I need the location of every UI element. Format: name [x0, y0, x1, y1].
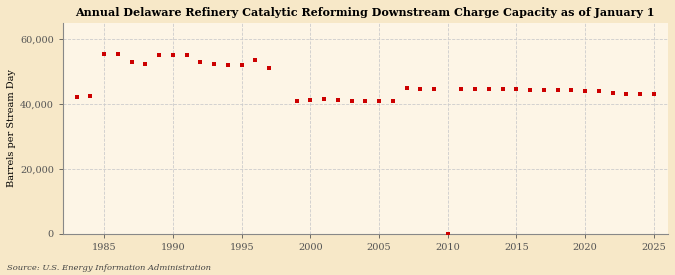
Point	[608, 90, 618, 95]
Point	[387, 98, 398, 103]
Point	[401, 86, 412, 90]
Point	[374, 98, 385, 103]
Point	[85, 94, 96, 98]
Text: Source: U.S. Energy Information Administration: Source: U.S. Energy Information Administ…	[7, 264, 211, 272]
Point	[497, 87, 508, 92]
Point	[470, 87, 481, 92]
Point	[305, 98, 316, 102]
Point	[346, 98, 357, 103]
Point	[511, 87, 522, 92]
Point	[126, 60, 137, 65]
Point	[593, 89, 604, 93]
Point	[236, 63, 247, 67]
Point	[634, 92, 645, 96]
Point	[483, 87, 494, 92]
Title: Annual Delaware Refinery Catalytic Reforming Downstream Charge Capacity as of Ja: Annual Delaware Refinery Catalytic Refor…	[76, 7, 655, 18]
Point	[223, 63, 234, 67]
Point	[182, 53, 192, 57]
Point	[429, 87, 439, 92]
Point	[649, 92, 659, 96]
Point	[72, 95, 82, 100]
Point	[113, 51, 124, 56]
Point	[524, 88, 535, 92]
Point	[195, 60, 206, 65]
Point	[209, 62, 219, 67]
Point	[539, 88, 549, 92]
Point	[415, 87, 426, 92]
Point	[621, 92, 632, 96]
Point	[456, 87, 467, 92]
Point	[291, 98, 302, 103]
Point	[580, 89, 591, 93]
Point	[360, 98, 371, 103]
Point	[319, 97, 329, 101]
Y-axis label: Barrels per Stream Day: Barrels per Stream Day	[7, 69, 16, 187]
Point	[167, 53, 178, 57]
Point	[332, 98, 343, 102]
Point	[250, 58, 261, 62]
Point	[566, 88, 577, 92]
Point	[99, 51, 109, 56]
Point	[264, 66, 275, 70]
Point	[140, 62, 151, 67]
Point	[442, 231, 453, 236]
Point	[154, 53, 165, 57]
Point	[552, 88, 563, 92]
